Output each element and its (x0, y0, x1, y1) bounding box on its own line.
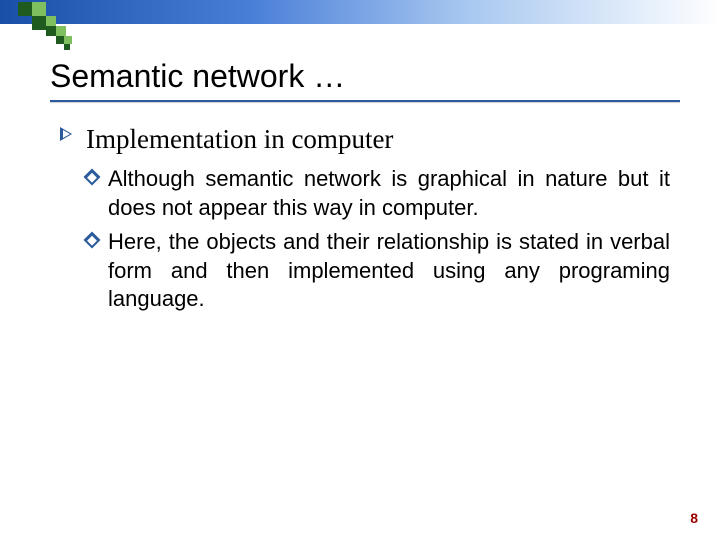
bullet-item: Here, the objects and their relationship… (86, 228, 670, 314)
bullet-item: Although semantic network is graphical i… (86, 165, 670, 222)
slide-title: Semantic network … (50, 58, 345, 95)
bullet-text: Here, the objects and their relationship… (108, 228, 670, 314)
title-underline (50, 100, 680, 102)
content-area: Implementation in computer Although sema… (60, 124, 670, 320)
heading-item: Implementation in computer (60, 124, 670, 155)
logo-squares (18, 2, 82, 54)
diamond-bullet-icon (84, 232, 101, 249)
heading-text: Implementation in computer (86, 124, 393, 154)
diamond-bullet-icon (84, 169, 101, 186)
header-gradient-bar (0, 0, 720, 24)
bullet-text: Although semantic network is graphical i… (108, 165, 670, 222)
page-number: 8 (690, 510, 698, 526)
arrow-bullet-icon (60, 127, 72, 141)
